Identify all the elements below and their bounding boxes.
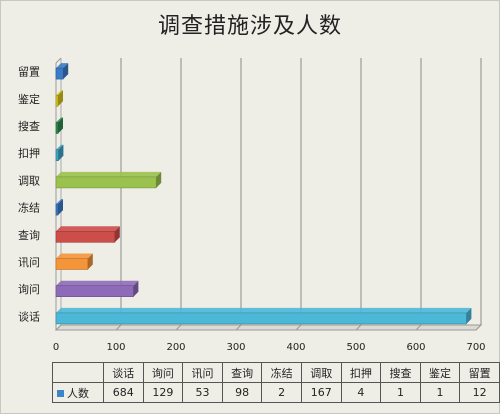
bar-留置	[55, 63, 69, 80]
tick-mark	[415, 324, 422, 331]
category-label: 留置	[18, 66, 40, 79]
category-label: 鉴定	[18, 92, 40, 106]
x-tick-label: 700	[466, 342, 485, 353]
data-table-value-row: 人数 684 129 53 98 2 167 4 1 1 12	[52, 382, 500, 403]
table-category-cell: 调取	[300, 362, 342, 383]
table-value-cell: 2	[261, 382, 302, 403]
category-label: 扣押	[18, 146, 40, 160]
tick-mark	[175, 324, 182, 331]
category-label: 谈话	[18, 310, 40, 323]
bar-谈话	[55, 307, 472, 325]
table-category-cell: 冻结	[261, 362, 302, 383]
data-table: 谈话 询问 讯问 查询 冻结 调取 扣押 搜查 鉴定 留置 人数 684 129 53 98 2 167 4 1 1…	[52, 362, 500, 403]
table-category-cell: 搜查	[380, 362, 421, 383]
x-tick-label: 600	[406, 342, 425, 353]
tick-mark	[55, 324, 62, 331]
tick-mark	[475, 324, 482, 331]
table-value-cell: 167	[300, 382, 342, 403]
table-value-cell: 53	[182, 382, 223, 403]
bar-冻结	[55, 199, 63, 216]
x-tick-label: 400	[286, 342, 305, 353]
legend-swatch	[57, 390, 64, 397]
table-value-cell: 129	[142, 382, 184, 403]
gridlines	[54, 57, 483, 331]
bar-查询	[55, 226, 120, 243]
chart-plot-area: 谈话 询问 讯问 查询 冻结 调取 扣押 搜查 鉴定 留置 0 100 200 300 400 500 600…	[18, 57, 486, 353]
x-tick-label: 100	[106, 342, 125, 353]
table-category-cell: 询问	[142, 362, 184, 383]
tick-mark	[295, 324, 302, 331]
category-label: 搜查	[18, 119, 40, 133]
tick-mark	[235, 324, 242, 331]
bar-搜查	[55, 117, 63, 134]
category-labels: 谈话 询问 讯问 查询 冻结 调取 扣押 搜查 鉴定 留置	[18, 66, 40, 324]
x-tick-label: 200	[166, 342, 185, 353]
series-legend-cell: 人数	[52, 382, 104, 403]
x-tick-label: 500	[346, 342, 365, 353]
category-label: 询问	[18, 283, 40, 296]
series-name: 人数	[67, 386, 89, 400]
table-value-cell: 1	[419, 382, 461, 403]
tick-mark	[115, 324, 122, 331]
table-value-cell: 98	[221, 382, 263, 403]
bar-鉴定	[55, 90, 63, 107]
table-value-cell: 1	[380, 382, 421, 403]
chart-title: 调查措施涉及人数	[157, 14, 342, 39]
table-category-cell: 鉴定	[419, 362, 461, 383]
table-category-cell: 谈话	[103, 362, 144, 383]
table-category-cell: 讯问	[182, 362, 223, 383]
data-table-header-row: 谈话 询问 讯问 查询 冻结 调取 扣押 搜查 鉴定 留置	[52, 362, 500, 383]
bar-扣押	[55, 144, 64, 161]
bar-询问	[55, 280, 139, 298]
bar-调取	[55, 171, 162, 189]
table-category-cell: 扣押	[340, 362, 382, 383]
category-label: 讯问	[18, 256, 40, 269]
bars	[55, 63, 472, 325]
bar-讯问	[55, 253, 93, 270]
table-value-cell: 4	[340, 382, 382, 403]
category-label: 冻结	[18, 201, 40, 215]
table-value-cell: 684	[103, 382, 144, 403]
category-label: 查询	[18, 228, 40, 242]
x-tick-labels: 0 100 200 300 400 500 600 700	[53, 342, 486, 353]
table-category-cell: 查询	[221, 362, 263, 383]
table-category-cell: 留置	[459, 362, 500, 383]
tick-mark	[355, 324, 362, 331]
x-tick-label: 0	[53, 342, 59, 353]
category-label: 调取	[18, 174, 40, 187]
table-value-cell: 12	[459, 382, 500, 403]
axis-corner-line	[55, 57, 62, 64]
table-corner-cell	[52, 362, 104, 383]
x-tick-label: 300	[226, 342, 245, 353]
